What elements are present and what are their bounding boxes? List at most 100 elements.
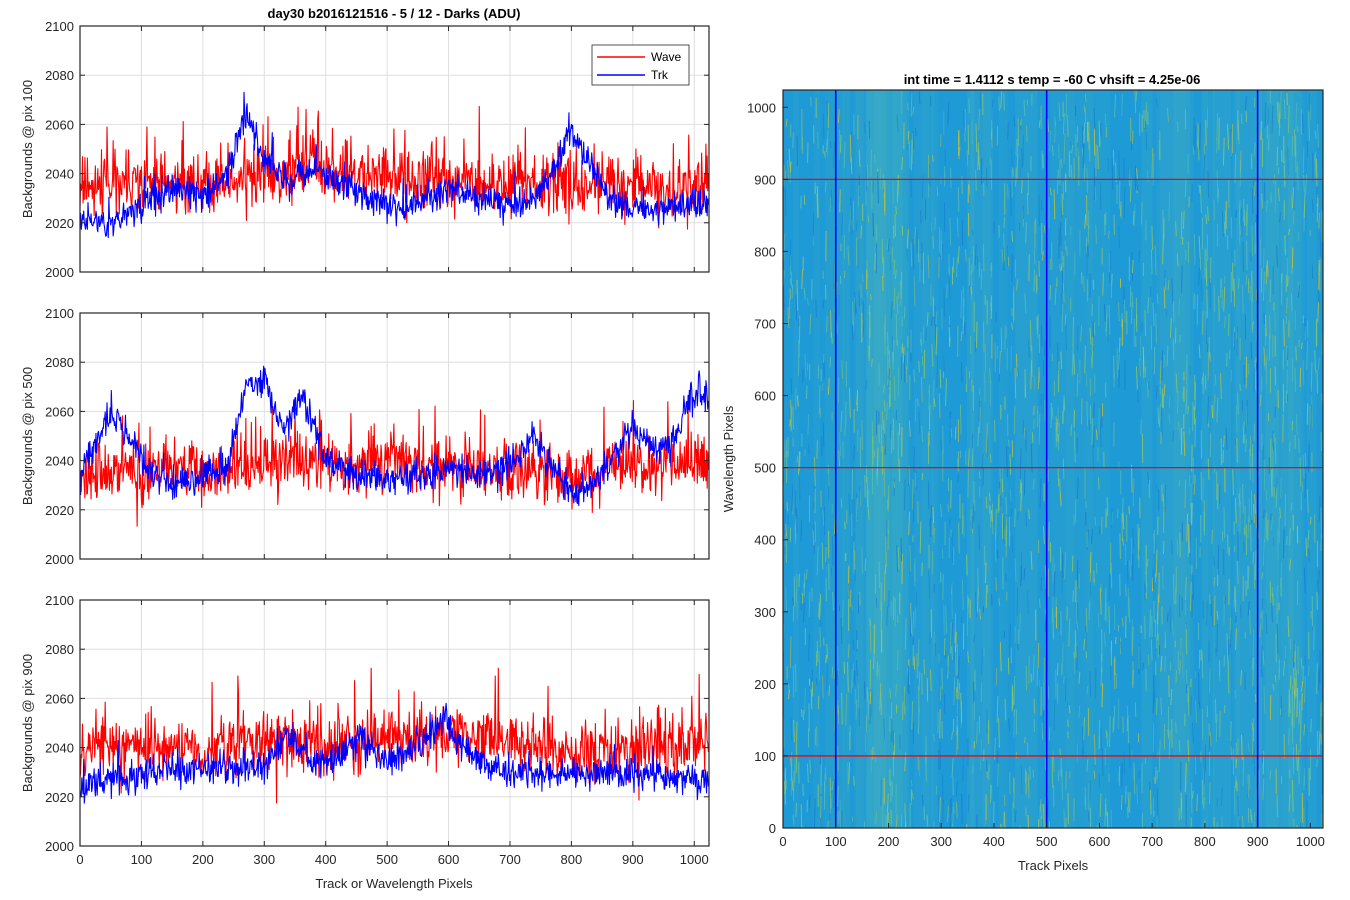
heatmap-streak	[1126, 561, 1129, 584]
heatmap-streak	[998, 488, 1001, 512]
heatmap-streak	[923, 805, 926, 821]
heatmap-streak	[1201, 310, 1204, 335]
heatmap-streak	[1004, 699, 1007, 721]
heatmap-streak	[932, 296, 935, 317]
y-axis-label: Backgrounds @ pix 500	[20, 367, 35, 505]
heatmap-streak	[1076, 373, 1079, 397]
y-tick-label: 1000	[747, 100, 776, 115]
heatmap-streak	[1295, 414, 1298, 435]
heatmap-streak	[1051, 407, 1054, 420]
heatmap-streak	[1305, 537, 1308, 557]
heatmap-streak	[1315, 158, 1318, 187]
heatmap-streak	[1196, 794, 1198, 812]
heatmap-streak	[1316, 197, 1319, 222]
heatmap-streak	[1067, 731, 1069, 739]
heatmap-streak	[1083, 639, 1086, 651]
heatmap-streak	[1001, 478, 1004, 493]
heatmap-streak	[1175, 373, 1178, 393]
heatmap-streak	[808, 591, 811, 617]
heatmap-streak	[890, 300, 893, 320]
heatmap-streak	[1192, 572, 1195, 600]
heatmap-streak	[1105, 304, 1108, 337]
heatmap-streak	[1259, 394, 1262, 407]
heatmap-streak	[1118, 151, 1121, 181]
x-tick-label: 700	[1141, 834, 1163, 849]
heatmap-streak	[1318, 212, 1320, 229]
heatmap-streak	[1003, 812, 1006, 828]
heatmap-streak	[1039, 804, 1042, 824]
heatmap-streak	[949, 820, 952, 828]
heatmap-streak	[1235, 210, 1237, 218]
heatmap-streak	[1074, 499, 1077, 524]
heatmap-streak	[1185, 624, 1188, 655]
heatmap-streak	[1077, 477, 1079, 499]
heatmap-streak	[863, 821, 866, 828]
heatmap-streak	[975, 170, 977, 192]
heatmap-streak	[1150, 249, 1153, 275]
heatmap-streak	[841, 212, 844, 236]
heatmap-streak	[1218, 296, 1220, 322]
heatmap-streak	[998, 350, 1001, 374]
heatmap-streak	[1021, 148, 1023, 169]
heatmap-streak	[1261, 572, 1264, 580]
heatmap-streak	[1118, 337, 1121, 353]
heatmap-streak	[1152, 692, 1155, 714]
heatmap-streak	[874, 253, 876, 271]
heatmap-streak	[1000, 823, 1002, 828]
heatmap-streak	[1118, 362, 1120, 388]
heatmap-streak	[826, 643, 828, 659]
heatmap-streak	[1163, 355, 1166, 368]
heatmap-streak	[1229, 629, 1232, 648]
heatmap-streak	[1104, 113, 1107, 126]
heatmap-streak	[901, 157, 904, 170]
heatmap-streak	[1253, 142, 1256, 157]
heatmap-streak	[809, 313, 812, 335]
heatmap-streak	[821, 542, 824, 570]
heatmap-band	[1175, 90, 1194, 828]
heatmap-streak	[1201, 376, 1204, 384]
heatmap-streak	[904, 803, 907, 828]
heatmap-streak	[816, 440, 818, 459]
x-tick-label: 300	[930, 834, 952, 849]
heatmap-streak	[847, 246, 850, 265]
heatmap-streak	[989, 784, 992, 803]
heatmap-streak	[1237, 392, 1239, 415]
heatmap-streak	[867, 215, 870, 224]
heatmap-streak	[1106, 812, 1109, 828]
heatmap-streak	[1211, 596, 1213, 627]
heatmap-streak	[1008, 439, 1010, 447]
heatmap-streak	[1248, 282, 1250, 289]
heatmap-streak	[825, 546, 827, 563]
heatmap-streak	[1282, 528, 1285, 559]
heatmap-streak	[1304, 452, 1307, 467]
heatmap-streak	[956, 216, 959, 237]
heatmap-streak	[1150, 639, 1153, 661]
heatmap-band	[966, 90, 975, 828]
heatmap-streak	[895, 314, 898, 346]
heatmap-streak	[959, 404, 962, 435]
heatmap-streak	[880, 779, 882, 807]
heatmap-streak	[1054, 287, 1057, 305]
heatmap-streak	[1223, 315, 1226, 329]
x-tick-label: 700	[499, 852, 521, 867]
heatmap-streak	[1107, 231, 1110, 239]
heatmap-streak	[1207, 170, 1210, 198]
heatmap-streak	[1003, 216, 1006, 229]
heatmap-streak	[1316, 663, 1318, 695]
heatmap-streak	[1065, 319, 1067, 351]
heatmap-streak	[1105, 729, 1108, 738]
heatmap-band	[922, 90, 930, 828]
heatmap-streak	[1082, 143, 1085, 169]
heatmap-streak	[1118, 353, 1120, 370]
heatmap-streak	[906, 248, 909, 262]
heatmap-streak	[1304, 325, 1307, 340]
heatmap-streak	[784, 170, 787, 179]
heatmap-streak	[1104, 798, 1107, 826]
y-tick-label: 2080	[45, 355, 74, 370]
heatmap-streak	[904, 479, 906, 511]
heatmap-streak	[1321, 700, 1323, 717]
heatmap-streak	[844, 522, 846, 530]
heatmap-streak	[1098, 122, 1101, 148]
heatmap-streak	[1247, 516, 1250, 538]
heatmap-streak	[1170, 689, 1173, 706]
